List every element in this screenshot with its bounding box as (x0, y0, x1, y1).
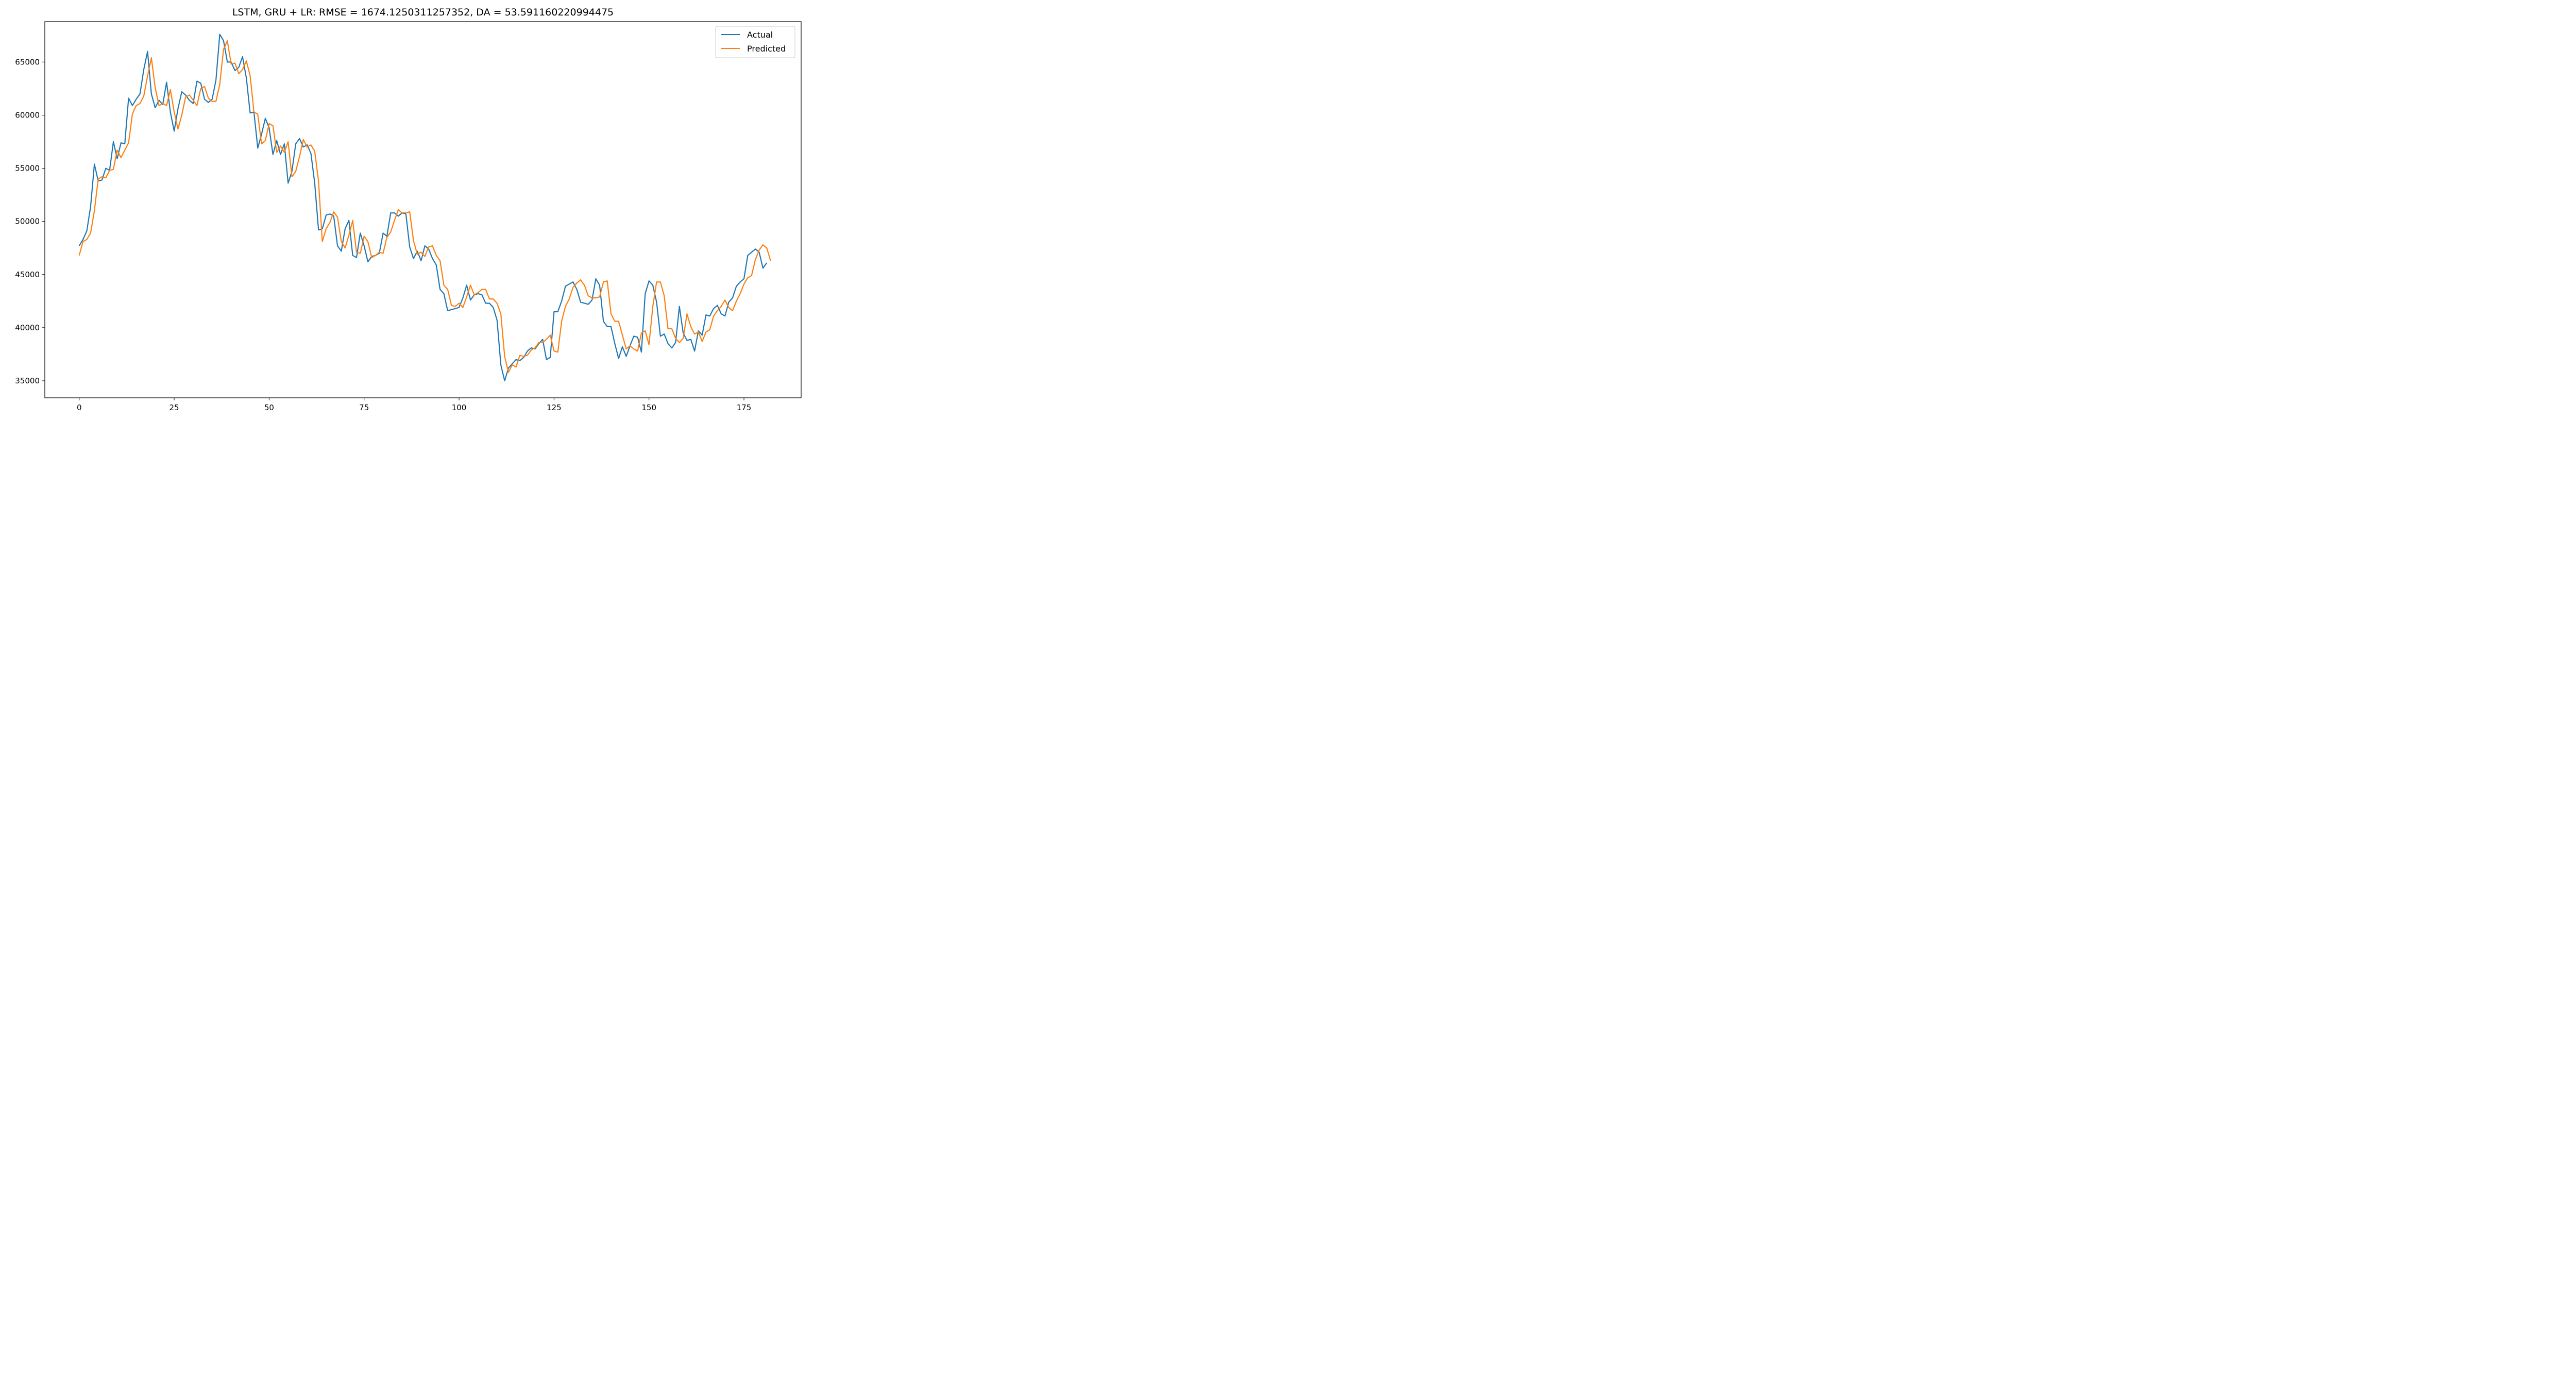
y-tick-label: 65000 (15, 57, 40, 66)
y-tick-label: 50000 (15, 217, 40, 226)
figure-background (0, 0, 808, 420)
x-tick-label: 75 (359, 403, 369, 412)
chart: LSTM, GRU + LR: RMSE = 1674.125031125735… (0, 0, 808, 420)
y-tick-label: 45000 (15, 270, 40, 279)
y-tick-label: 60000 (15, 110, 40, 120)
series-line-actual (78, 33, 768, 382)
legend-label-predicted: Predicted (747, 44, 786, 54)
x-tick-label: 25 (170, 403, 179, 412)
x-tick-label: 100 (452, 403, 467, 412)
legend: Actual Predicted (715, 26, 795, 58)
y-tick-label: 35000 (15, 376, 40, 385)
x-tick-label: 0 (77, 403, 82, 412)
x-tick-label: 125 (547, 403, 562, 412)
plot-frame (44, 21, 802, 398)
y-tick-label: 55000 (15, 164, 40, 173)
y-axis: 35000 40000 45000 50000 55000 60000 65000 (15, 57, 45, 385)
x-tick-label: 150 (641, 403, 656, 412)
series-layer (78, 33, 771, 382)
chart-title: LSTM, GRU + LR: RMSE = 1674.125031125735… (232, 7, 614, 18)
legend-label-actual: Actual (747, 30, 773, 40)
series-line-predicted (78, 40, 771, 373)
y-tick-label: 40000 (15, 323, 40, 332)
x-tick-label: 50 (264, 403, 274, 412)
x-axis: 0 25 50 75 100 125 150 175 (77, 398, 751, 412)
x-tick-label: 175 (737, 403, 752, 412)
